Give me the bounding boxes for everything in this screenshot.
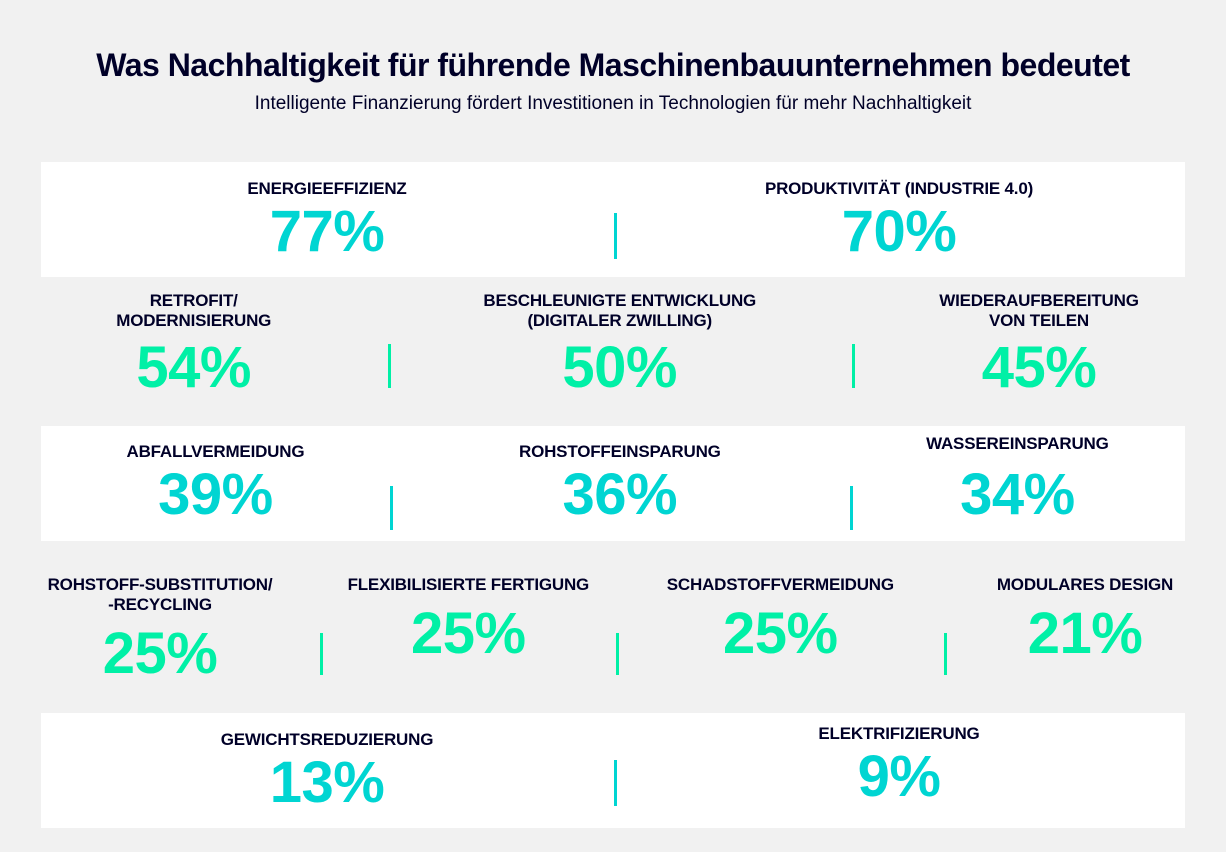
divider	[852, 344, 855, 388]
stat-label: RETROFIT/ MODERNISIERUNG	[0, 291, 387, 331]
stat-produktivitaet: PRODUKTIVITÄT (INDUSTRIE 4.0) 70%	[613, 179, 1185, 277]
stat-value: 25%	[102, 621, 218, 686]
stat-retrofit-modernisierung: RETROFIT/ MODERNISIERUNG 54%	[0, 291, 387, 426]
stat-label-line: MODULARES DESIGN	[996, 575, 1174, 594]
stat-label: ENERGIEEFFIZIENZ	[41, 179, 613, 199]
stat-label: ABFALLVERMEIDUNG	[41, 442, 390, 462]
divider	[388, 344, 391, 388]
stat-abfallvermeidung: ABFALLVERMEIDUNG 39%	[41, 442, 390, 541]
divider	[614, 213, 617, 259]
stat-label: SCHADSTOFFVERMEIDUNG	[617, 575, 944, 595]
stats-row-4: ROHSTOFF-SUBSTITUTION/ -RECYCLING 25% FL…	[0, 541, 1226, 711]
stat-value: 50%	[562, 335, 678, 400]
divider	[614, 760, 617, 806]
stats-row-3: ABFALLVERMEIDUNG 39% ROHSTOFFEINSPARUNG …	[41, 426, 1185, 541]
stat-beschleunigte-entwicklung: BESCHLEUNIGTE ENTWICKLUNG (DIGITALER ZWI…	[387, 291, 852, 426]
stat-label: FLEXIBILISIERTE FERTIGUNG	[320, 575, 617, 595]
stat-label-line: SCHADSTOFFVERMEIDUNG	[666, 575, 894, 594]
stat-value: 45%	[981, 335, 1097, 400]
stat-elektrifizierung: ELEKTRIFIZIERUNG 9%	[613, 724, 1185, 822]
stat-gewichtsreduzierung: GEWICHTSREDUZIERUNG 13%	[41, 730, 613, 828]
stat-rohstoffeinsparung: ROHSTOFFEINSPARUNG 36%	[390, 442, 850, 541]
divider	[616, 633, 619, 675]
stat-wassereinsparung: WASSEREINSPARUNG 34%	[850, 434, 1185, 541]
stat-label-line: GEWICHTSREDUZIERUNG	[220, 730, 434, 749]
stat-label: GEWICHTSREDUZIERUNG	[41, 730, 613, 750]
divider	[320, 633, 323, 675]
stat-schadstoffvermeidung: SCHADSTOFFVERMEIDUNG 25%	[617, 575, 944, 711]
stat-label: ROHSTOFF-SUBSTITUTION/ -RECYCLING	[0, 575, 320, 615]
stat-label-line: BESCHLEUNIGTE ENTWICKLUNG	[483, 291, 757, 310]
divider	[390, 486, 393, 530]
page-subtitle: Intelligente Finanzierung fördert Invest…	[254, 93, 972, 114]
stat-rohstoff-substitution: ROHSTOFF-SUBSTITUTION/ -RECYCLING 25%	[0, 575, 320, 711]
stat-label-line: MODERNISIERUNG	[116, 311, 272, 330]
stat-label: WASSEREINSPARUNG	[850, 434, 1185, 454]
stat-value: 9%	[857, 744, 941, 809]
stat-label-line: PRODUKTIVITÄT (INDUSTRIE 4.0)	[764, 179, 1034, 198]
stat-value: 21%	[1027, 601, 1143, 666]
stat-value: 39%	[158, 462, 273, 527]
stat-label: ROHSTOFFEINSPARUNG	[390, 442, 850, 462]
stat-label: WIEDERAUFBEREITUNG VON TEILEN	[852, 291, 1226, 331]
stat-value: 34%	[960, 462, 1075, 527]
stat-label-line: (DIGITALER ZWILLING)	[527, 311, 712, 330]
stat-label-line: ROHSTOFFEINSPARUNG	[519, 442, 721, 461]
stat-label-line: FLEXIBILISIERTE FERTIGUNG	[347, 575, 590, 594]
stat-value: 77%	[269, 199, 385, 264]
stat-label: PRODUKTIVITÄT (INDUSTRIE 4.0)	[613, 179, 1185, 199]
stat-label-line: WIEDERAUFBEREITUNG	[939, 291, 1139, 310]
stat-value: 36%	[562, 462, 678, 527]
divider	[850, 486, 853, 530]
stat-label-line: WASSEREINSPARUNG	[926, 434, 1109, 453]
stat-label-line: VON TEILEN	[989, 311, 1090, 330]
stat-label-line: ENERGIEEFFIZIENZ	[247, 179, 407, 198]
stat-energieeffizienz: ENERGIEEFFIZIENZ 77%	[41, 179, 613, 277]
stat-modulares-design: MODULARES DESIGN 21%	[944, 575, 1226, 711]
stat-label-line: RETROFIT/	[149, 291, 238, 310]
stats-row-2: RETROFIT/ MODERNISIERUNG 54% BESCHLEUNIG…	[0, 277, 1226, 426]
divider	[944, 633, 947, 675]
stat-label-line: -RECYCLING	[108, 595, 212, 614]
stat-value: 25%	[723, 601, 838, 666]
stat-label: BESCHLEUNIGTE ENTWICKLUNG (DIGITALER ZWI…	[387, 291, 852, 331]
stat-flexibilisierte-fertigung: FLEXIBILISIERTE FERTIGUNG 25%	[320, 575, 617, 711]
header: Was Nachhaltigkeit für führende Maschine…	[0, 0, 1226, 116]
stat-value: 25%	[411, 601, 526, 666]
stat-value: 13%	[269, 750, 385, 815]
stat-wiederaufbereitung: WIEDERAUFBEREITUNG VON TEILEN 45%	[852, 291, 1226, 426]
stat-label: ELEKTRIFIZIERUNG	[613, 724, 1185, 744]
stat-value: 54%	[136, 335, 251, 400]
stat-label-line: ROHSTOFF-SUBSTITUTION/	[47, 575, 273, 594]
stat-label-line: ABFALLVERMEIDUNG	[126, 442, 305, 461]
stats-row-5: GEWICHTSREDUZIERUNG 13% ELEKTRIFIZIERUNG…	[41, 713, 1185, 828]
stat-label-line: ELEKTRIFIZIERUNG	[818, 724, 980, 743]
stat-value: 70%	[841, 199, 957, 264]
stat-label: MODULARES DESIGN	[944, 575, 1226, 595]
stats-row-1: ENERGIEEFFIZIENZ 77% PRODUKTIVITÄT (INDU…	[41, 162, 1185, 277]
page-title: Was Nachhaltigkeit für führende Maschine…	[96, 47, 1130, 83]
